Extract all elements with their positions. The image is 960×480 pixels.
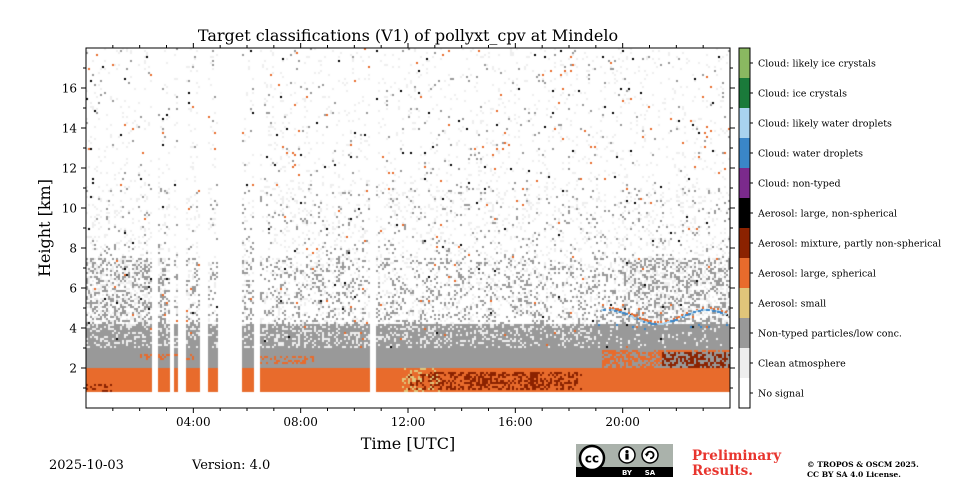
- y-tick-label: 16: [62, 82, 77, 96]
- colorbar-swatch: [739, 288, 750, 318]
- y-tick-label: 6: [69, 282, 77, 296]
- y-tick-label: 4: [69, 322, 77, 336]
- colorbar-swatch: [739, 378, 750, 408]
- copyright-line-1: © TROPOS & OSCM 2025.: [807, 460, 919, 469]
- y-axis-label: Height [km]: [35, 179, 54, 277]
- colorbar-swatch: [739, 348, 750, 378]
- colorbar-label: Cloud: ice crystals: [758, 89, 847, 100]
- classification-heatmap: [86, 48, 730, 408]
- colorbar-label: Aerosol: large, non-spherical: [757, 209, 897, 220]
- colorbar-label: Cloud: likely water droplets: [758, 119, 892, 130]
- x-tick-label: 04:00: [176, 415, 211, 429]
- copyright-line-2: CC BY SA 4.0 License.: [807, 470, 901, 479]
- cc-logo-icon: [578, 444, 606, 472]
- preliminary-line-1: Preliminary: [692, 448, 782, 464]
- y-tick-label: 10: [62, 202, 77, 216]
- y-tick-label: 14: [62, 122, 78, 136]
- copyright-note: © TROPOS & OSCM 2025. CC BY SA 4.0 Licen…: [807, 460, 919, 480]
- footer-date: 2025-10-03: [49, 458, 124, 473]
- colorbar-label: Cloud: water droplets: [758, 149, 863, 160]
- colorbar-swatch: [739, 258, 750, 288]
- preliminary-line-2: Results.: [692, 463, 753, 479]
- colorbar-swatch: [739, 108, 750, 138]
- x-tick-label: 12:00: [391, 415, 426, 429]
- colorbar-label: Cloud: non-typed: [758, 179, 841, 190]
- colorbar-label: Cloud: likely ice crystals: [758, 59, 876, 70]
- x-tick-label: 20:00: [605, 415, 640, 429]
- chart-title: Target classifications (V1) of pollyxt_c…: [198, 26, 618, 45]
- colorbar-label: Clean atmosphere: [758, 359, 846, 370]
- colorbar-label: Aerosol: large, spherical: [757, 269, 876, 280]
- heatmap-raster: [86, 48, 730, 408]
- colorbar-label: Non-typed particles/low conc.: [758, 329, 902, 340]
- colorbar-label: Aerosol: small: [757, 299, 826, 310]
- axis-ticks: 04:00 08:00 12:00 16:00 20:00 2 4 6 8 10 12 14 16: [62, 43, 735, 429]
- colorbar-legend: No signal Clean atmosphere Non-typed parti…: [738, 47, 941, 409]
- colorbar-swatch: [739, 318, 750, 348]
- x-axis-label: Time [UTC]: [361, 434, 455, 453]
- footer-version: Version: 4.0: [192, 458, 271, 473]
- colorbar-swatch: [739, 198, 750, 228]
- x-tick-label: 08:00: [283, 415, 318, 429]
- colorbar-swatch: [739, 138, 750, 168]
- preliminary-results-note: Preliminary Results.: [692, 449, 781, 479]
- colorbar-swatch: [739, 168, 750, 198]
- cc-logo-text: cc: [585, 452, 599, 466]
- y-tick-label: 8: [69, 242, 77, 256]
- by-label: BY: [622, 469, 633, 477]
- y-tick-label: 12: [62, 162, 77, 176]
- share-alike-icon: [641, 446, 659, 464]
- x-tick-label: 16:00: [498, 415, 533, 429]
- cc-license-badge: cc BY SA: [576, 444, 673, 477]
- colorbar-swatch: [739, 48, 750, 78]
- colorbar-frame: [738, 47, 751, 409]
- colorbar-label: No signal: [758, 389, 804, 400]
- colorbar-swatch: [739, 228, 750, 258]
- y-tick-label: 2: [69, 362, 77, 376]
- colorbar-label: Aerosol: mixture, partly non-spherical: [757, 239, 941, 250]
- sa-label: SA: [645, 469, 656, 477]
- colorbar-swatch: [739, 78, 750, 108]
